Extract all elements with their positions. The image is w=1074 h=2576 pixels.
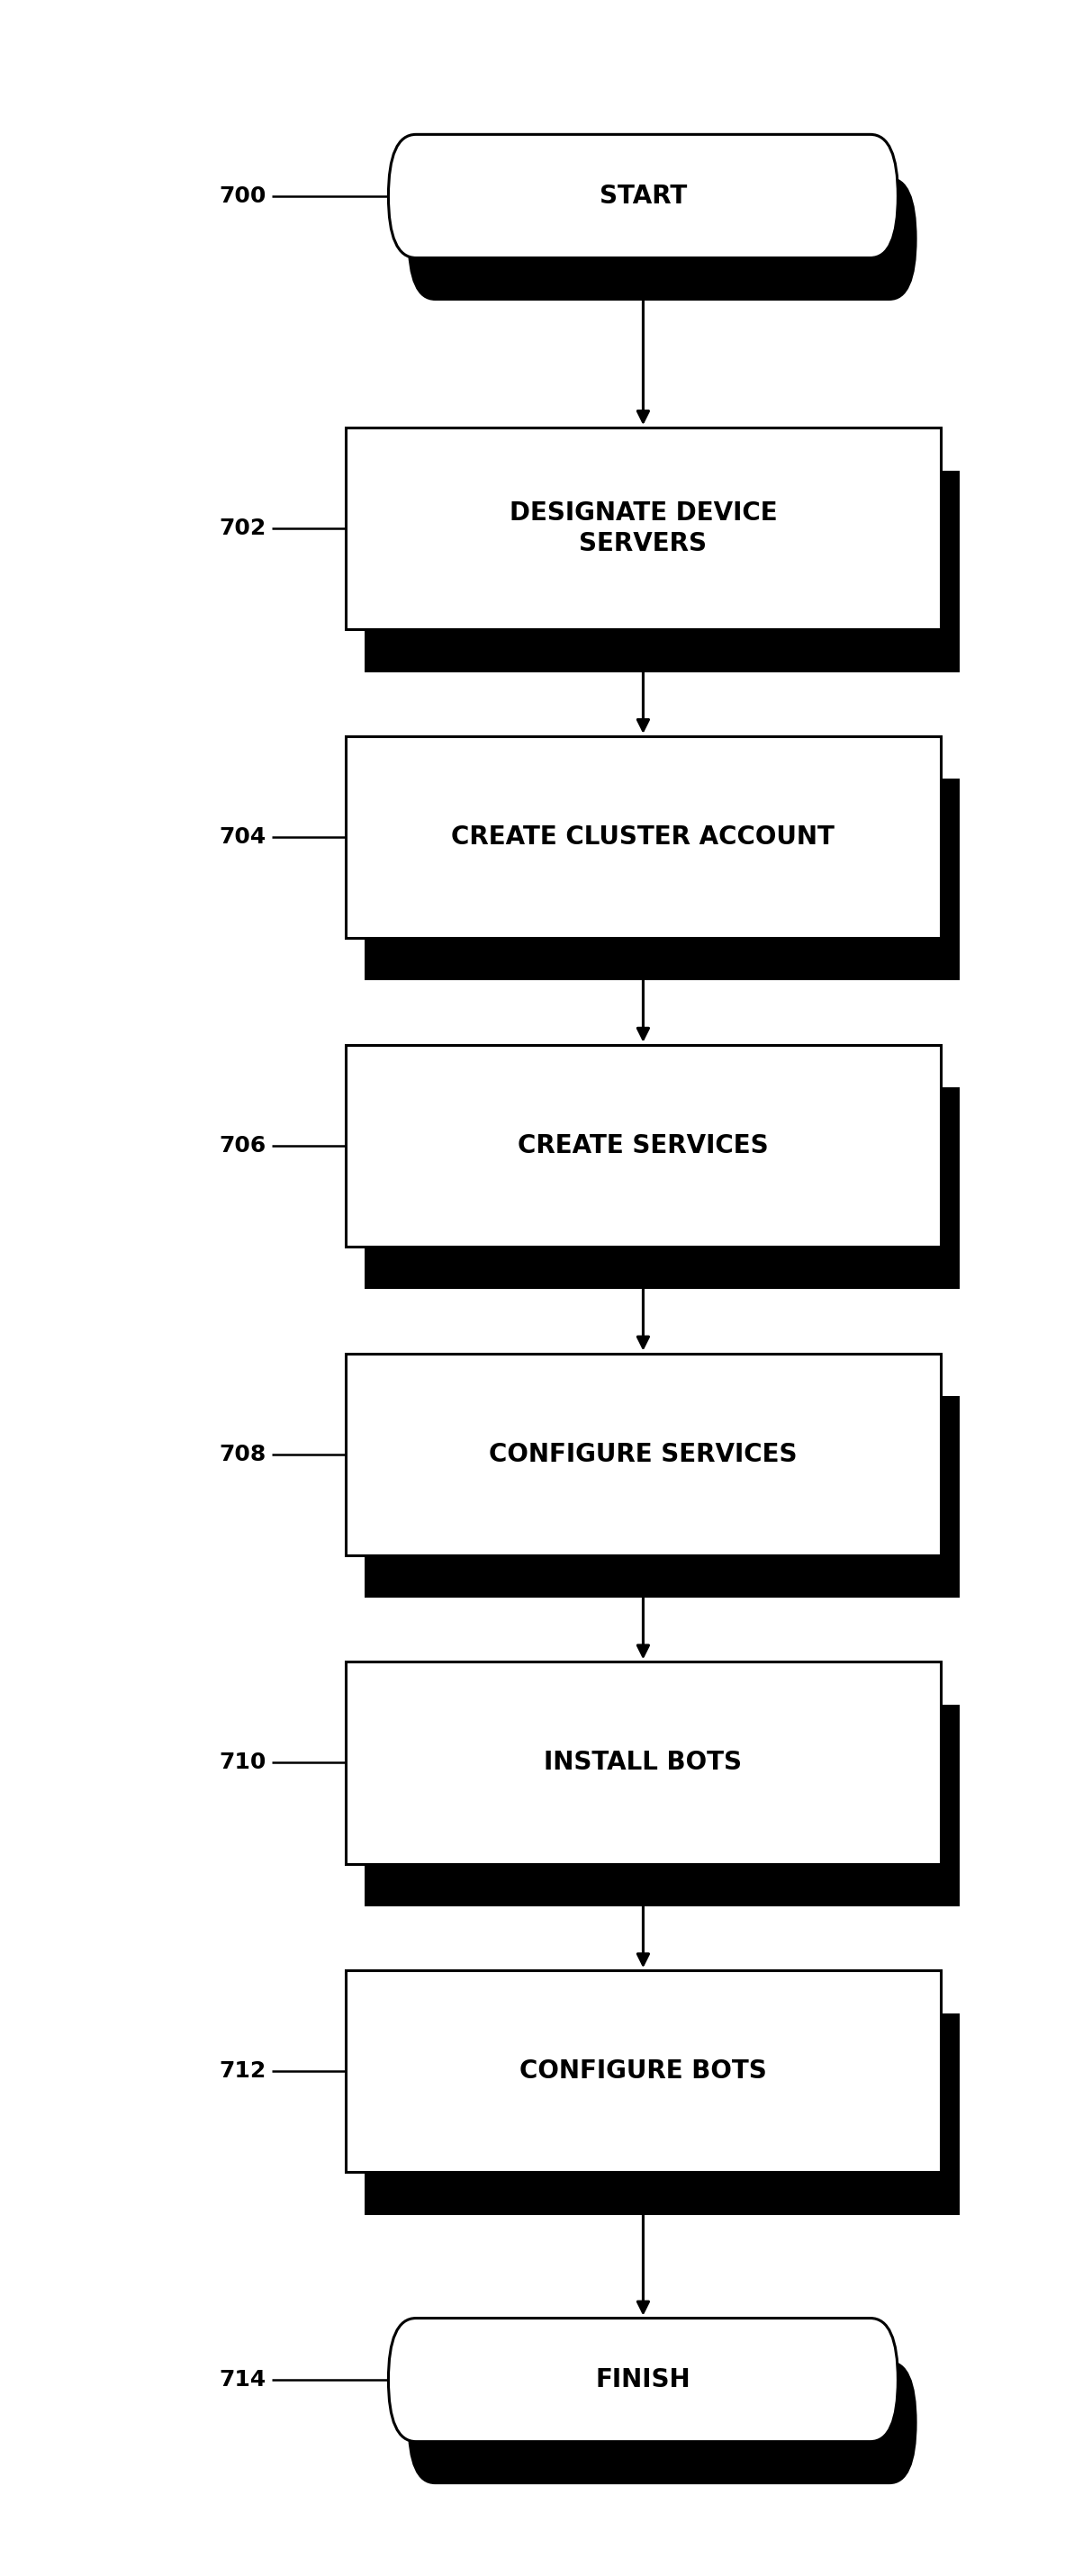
Text: CONFIGURE BOTS: CONFIGURE BOTS [520, 2058, 767, 2084]
Text: CREATE CLUSTER ACCOUNT: CREATE CLUSTER ACCOUNT [451, 824, 834, 850]
Text: 712: 712 [219, 2061, 266, 2081]
Text: CONFIGURE SERVICES: CONFIGURE SERVICES [489, 1443, 797, 1466]
FancyBboxPatch shape [365, 1396, 959, 1597]
Text: 710: 710 [219, 1752, 266, 1772]
Text: INSTALL BOTS: INSTALL BOTS [545, 1749, 742, 1775]
FancyBboxPatch shape [365, 2012, 959, 2215]
FancyBboxPatch shape [346, 428, 941, 629]
FancyBboxPatch shape [346, 1662, 941, 1862]
FancyBboxPatch shape [365, 1087, 959, 1288]
FancyBboxPatch shape [365, 778, 959, 981]
Text: FINISH: FINISH [596, 2367, 691, 2393]
Text: 714: 714 [219, 2370, 266, 2391]
FancyBboxPatch shape [346, 1352, 941, 1556]
FancyBboxPatch shape [389, 134, 898, 258]
FancyBboxPatch shape [407, 178, 917, 301]
Text: 706: 706 [219, 1136, 266, 1157]
FancyBboxPatch shape [389, 2318, 898, 2442]
FancyBboxPatch shape [365, 471, 959, 672]
Text: CREATE SERVICES: CREATE SERVICES [518, 1133, 769, 1159]
Text: 700: 700 [219, 185, 266, 206]
Text: START: START [599, 183, 687, 209]
FancyBboxPatch shape [346, 737, 941, 938]
FancyBboxPatch shape [346, 1971, 941, 2172]
Text: 708: 708 [219, 1443, 266, 1466]
FancyBboxPatch shape [346, 1046, 941, 1247]
Text: DESIGNATE DEVICE
SERVERS: DESIGNATE DEVICE SERVERS [509, 500, 778, 556]
Text: 704: 704 [219, 827, 266, 848]
Text: 702: 702 [219, 518, 266, 538]
FancyBboxPatch shape [407, 2360, 917, 2483]
FancyBboxPatch shape [365, 1705, 959, 1906]
